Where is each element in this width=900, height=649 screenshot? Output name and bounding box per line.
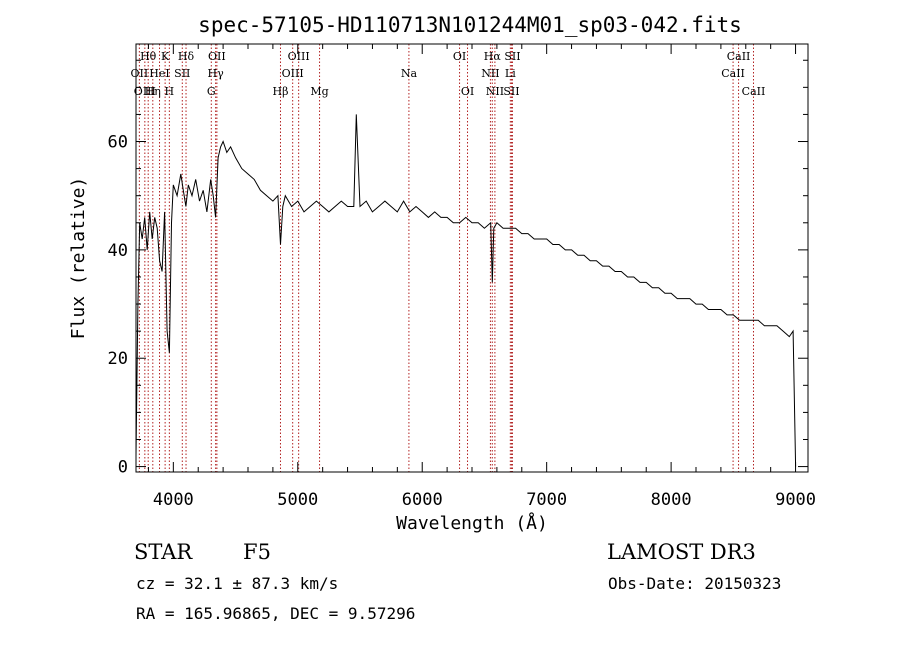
y-tick-label: 40	[108, 241, 128, 261]
obs-date-text: Obs-Date: 20150323	[608, 574, 782, 593]
spectral-line-label: OI	[453, 50, 466, 63]
object-class: STAR	[134, 540, 193, 564]
object-subclass: F5	[243, 540, 271, 564]
x-tick-label: 5000	[277, 490, 318, 510]
spectral-line-label: Na	[401, 67, 418, 80]
spectral-line-label: CaII	[721, 67, 745, 80]
y-tick-label: 60	[108, 133, 128, 153]
spectral-line-label: G	[207, 85, 216, 98]
spectral-line-label: Hγ	[208, 67, 225, 80]
coords-text: RA = 165.96865, DEC = 9.57296	[136, 604, 416, 623]
x-axis-label: Wavelength (Å)	[396, 512, 548, 534]
x-tick-label: 4000	[153, 490, 194, 510]
spectral-line-label: CaII	[727, 50, 751, 63]
x-tick-label: 7000	[526, 490, 567, 510]
spectral-line-label: OII	[131, 67, 149, 80]
spectral-line-label: Li	[505, 67, 516, 80]
spectral-line-label: NII	[486, 85, 504, 98]
spectral-line-label: Hα	[484, 50, 502, 63]
spectral-line-label: OIII	[282, 67, 304, 80]
spectral-line-label: NII	[481, 67, 499, 80]
spectral-line-label: Mg	[310, 85, 328, 98]
spectral-line-label: Hθ	[140, 50, 157, 63]
redshift-text: cz = 32.1 ± 87.3 km/s	[136, 574, 339, 593]
x-tick-label: 8000	[651, 490, 692, 510]
spectrum-series-line	[135, 114, 797, 467]
spectral-line-label: OII	[208, 50, 226, 63]
chart-title: spec-57105-HD110713N101244M01_sp03-042.f…	[198, 13, 742, 37]
spectral-line-label: H	[165, 85, 175, 98]
x-tick-label: 9000	[775, 490, 816, 510]
y-tick-label: 20	[108, 349, 128, 369]
spectral-line-label: SII	[174, 67, 190, 80]
spectral-line-label: Hδ	[178, 50, 195, 63]
y-tick-label: 0	[118, 458, 128, 478]
spectral-line-label: OIII	[288, 50, 310, 63]
spectral-line-label: CaII	[742, 85, 766, 98]
spectral-line-label: HeI	[149, 67, 169, 80]
spectral-line-label: K	[161, 50, 170, 63]
spectral-line-label: Hη	[145, 85, 161, 98]
plot-frame	[135, 43, 809, 473]
y-axis-label: Flux (relative)	[68, 177, 89, 340]
spectral-line-label: OIII	[134, 85, 156, 98]
spectral-line-label: Hβ	[273, 85, 289, 98]
spectral-line-label: OI	[461, 85, 474, 98]
spectral-line-label: SII	[504, 50, 520, 63]
survey-label: LAMOST DR3	[607, 540, 756, 564]
spectral-line-label: SII	[503, 85, 519, 98]
x-tick-label: 6000	[402, 490, 443, 510]
